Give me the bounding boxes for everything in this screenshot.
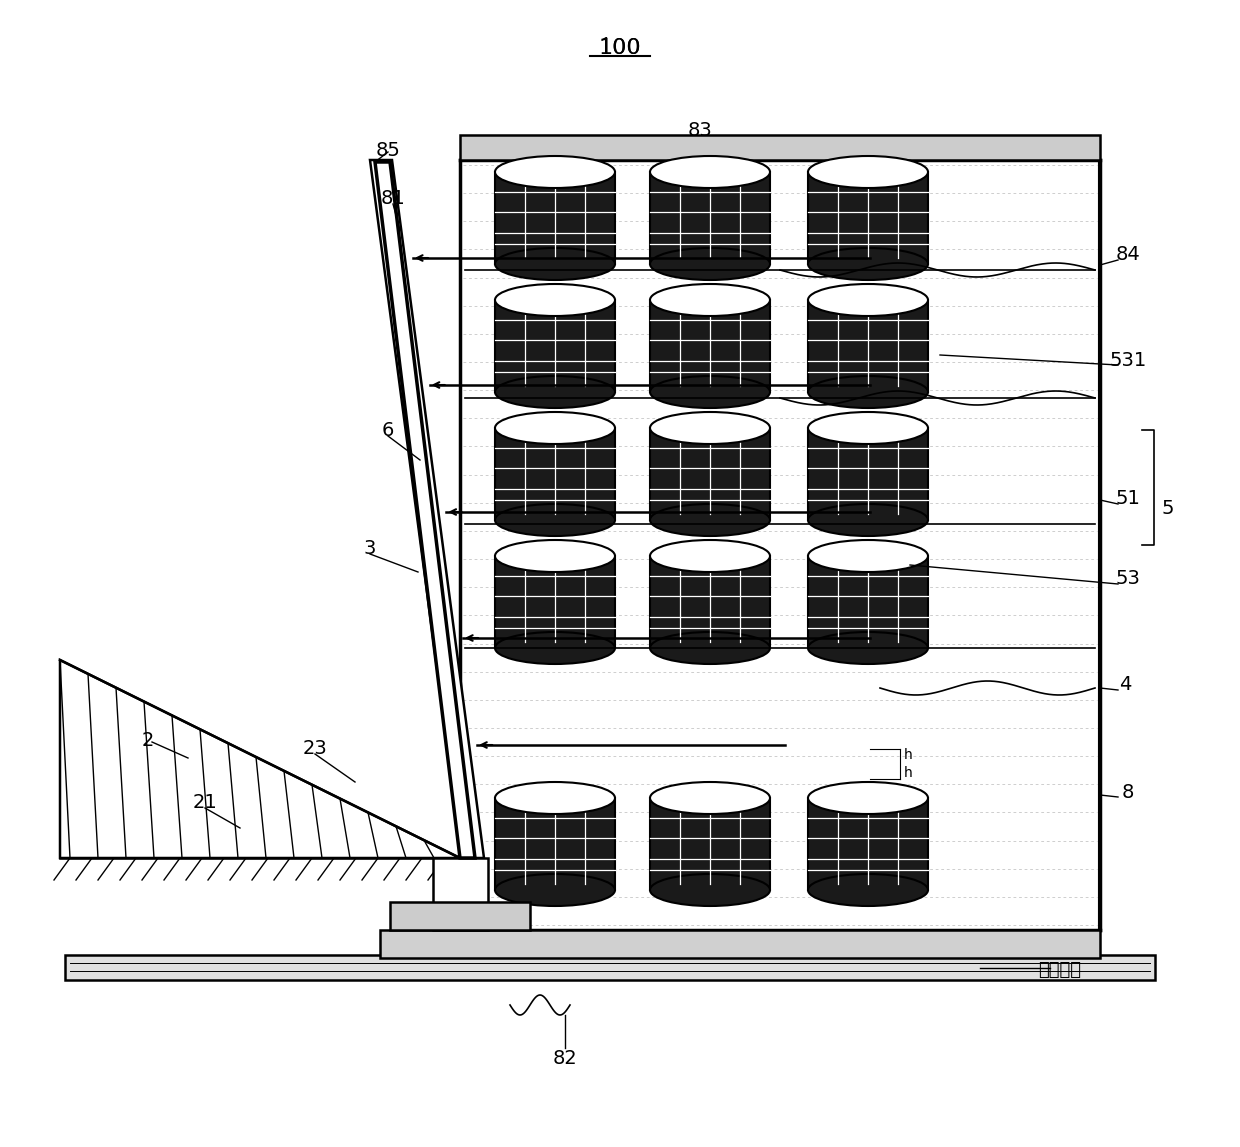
Bar (650, 301, 770, 392)
Ellipse shape (808, 782, 928, 814)
Text: 碎石垃层: 碎石垃层 (1039, 961, 1081, 980)
Polygon shape (60, 660, 460, 858)
Text: h: h (904, 766, 913, 780)
Ellipse shape (808, 874, 928, 906)
Text: 81: 81 (381, 188, 405, 208)
Text: 23: 23 (303, 739, 327, 757)
Ellipse shape (808, 540, 928, 572)
Ellipse shape (650, 540, 770, 572)
Text: 84: 84 (1116, 245, 1141, 265)
Ellipse shape (808, 156, 928, 188)
Text: 6: 6 (382, 421, 394, 439)
Ellipse shape (650, 376, 770, 408)
Ellipse shape (495, 504, 615, 536)
Text: 531: 531 (1110, 351, 1147, 369)
Text: 100: 100 (599, 38, 641, 58)
Polygon shape (370, 159, 484, 858)
Ellipse shape (495, 632, 615, 664)
Bar (808, 556, 928, 648)
Ellipse shape (495, 874, 615, 906)
Bar (391, 902, 529, 930)
Ellipse shape (495, 156, 615, 188)
Text: 53: 53 (1116, 569, 1141, 587)
Ellipse shape (650, 156, 770, 188)
Text: 4: 4 (1118, 676, 1131, 694)
Bar (808, 798, 928, 890)
Text: 100: 100 (599, 37, 641, 58)
Text: 21: 21 (192, 793, 217, 811)
Ellipse shape (808, 376, 928, 408)
Ellipse shape (650, 874, 770, 906)
Bar (495, 301, 615, 392)
Bar (808, 301, 928, 392)
Ellipse shape (808, 632, 928, 664)
Text: 83: 83 (688, 120, 712, 140)
Bar (379, 930, 1100, 958)
Ellipse shape (495, 248, 615, 280)
Bar (495, 798, 615, 890)
Ellipse shape (808, 284, 928, 317)
Text: 82: 82 (553, 1048, 578, 1068)
Bar (64, 955, 1154, 980)
Ellipse shape (650, 504, 770, 536)
Ellipse shape (495, 782, 615, 814)
Ellipse shape (808, 248, 928, 280)
Ellipse shape (495, 412, 615, 444)
Bar (808, 428, 928, 520)
Bar (650, 172, 770, 264)
Polygon shape (374, 162, 475, 858)
Ellipse shape (650, 782, 770, 814)
Bar (650, 556, 770, 648)
Ellipse shape (650, 632, 770, 664)
Ellipse shape (650, 412, 770, 444)
Ellipse shape (650, 284, 770, 317)
Bar (808, 172, 928, 264)
Text: 3: 3 (363, 538, 376, 557)
Ellipse shape (650, 248, 770, 280)
Bar (650, 798, 770, 890)
Ellipse shape (495, 284, 615, 317)
Text: h: h (904, 748, 913, 762)
Ellipse shape (808, 504, 928, 536)
Ellipse shape (495, 540, 615, 572)
Bar (433, 858, 489, 930)
Bar (650, 428, 770, 520)
Text: 8: 8 (1122, 782, 1135, 802)
Bar (495, 556, 615, 648)
Text: 51: 51 (1116, 489, 1141, 507)
Text: 85: 85 (376, 140, 401, 159)
Ellipse shape (808, 412, 928, 444)
Text: 2: 2 (141, 731, 154, 749)
Bar (495, 428, 615, 520)
Ellipse shape (495, 376, 615, 408)
Bar (495, 172, 615, 264)
Bar (460, 135, 1100, 159)
Text: 5: 5 (1162, 499, 1174, 517)
